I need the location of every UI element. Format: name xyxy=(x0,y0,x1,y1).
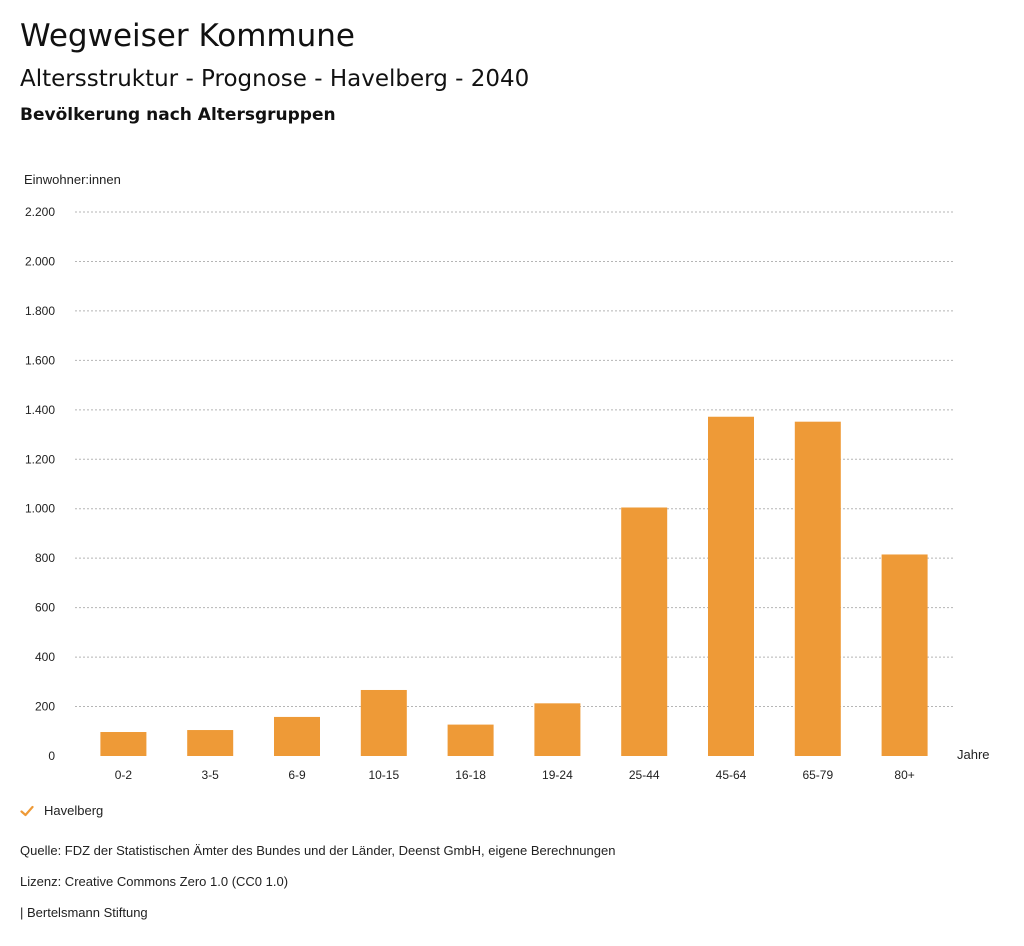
y-tick-label: 1.400 xyxy=(25,403,55,417)
bar-80+ xyxy=(881,554,928,756)
x-tick-label: 45-64 xyxy=(716,768,747,782)
y-tick-label: 1.000 xyxy=(25,502,55,516)
y-tick-label: 600 xyxy=(35,601,55,615)
y-tick-label: 2.000 xyxy=(25,254,55,268)
y-tick-label: 0 xyxy=(48,749,55,763)
legend-label: Havelberg xyxy=(44,803,104,818)
legend-item-havelberg[interactable]: Havelberg xyxy=(20,803,103,818)
y-tick-label: 1.600 xyxy=(25,353,55,367)
bar-10-15 xyxy=(360,689,407,756)
bar-0-2 xyxy=(100,732,147,756)
license-note: Lizenz: Creative Commons Zero 1.0 (CC0 1… xyxy=(20,874,289,889)
x-tick-label: 80+ xyxy=(894,768,914,782)
bar-25-44 xyxy=(621,507,668,756)
bar-16-18 xyxy=(447,724,494,756)
x-tick-label: 19-24 xyxy=(542,768,573,782)
y-tick-label: 1.200 xyxy=(25,452,55,466)
bar-chart: Einwohner:innen 0 200 400 600 800 1.000 1.200 1.… xyxy=(24,172,990,782)
chart-subtitle: Bevölkerung nach Altersgruppen xyxy=(20,105,336,125)
y-axis-title: Einwohner:innen xyxy=(24,172,121,187)
y-tick-label: 2.200 xyxy=(25,205,55,219)
bar-19-24 xyxy=(534,703,581,756)
x-axis-title: Jahre xyxy=(957,747,990,762)
y-tick-label: 800 xyxy=(35,551,55,565)
x-tick-label: 10-15 xyxy=(368,768,399,782)
source-note: Quelle: FDZ der Statistischen Ämter des … xyxy=(20,843,616,858)
x-tick-label: 16-18 xyxy=(455,768,486,782)
chart-title: Altersstruktur - Prognose - Havelberg - … xyxy=(20,66,530,92)
x-tick-label: 3-5 xyxy=(202,768,220,782)
y-tick-label: 400 xyxy=(35,650,55,664)
bar-6-9 xyxy=(274,716,320,756)
checkmark-icon xyxy=(20,805,34,816)
x-tick-label: 65-79 xyxy=(802,768,833,782)
x-tick-label: 25-44 xyxy=(629,768,660,782)
site-title: Wegweiser Kommune xyxy=(20,18,355,54)
bar-45-64 xyxy=(708,416,754,756)
bar-3-5 xyxy=(187,730,234,756)
y-tick-label: 1.800 xyxy=(25,304,55,318)
bar-65-79 xyxy=(794,421,841,756)
brand-note: | Bertelsmann Stiftung xyxy=(20,905,148,920)
x-tick-label: 6-9 xyxy=(288,768,306,782)
x-tick-label: 0-2 xyxy=(115,768,133,782)
y-tick-label: 200 xyxy=(35,700,55,714)
